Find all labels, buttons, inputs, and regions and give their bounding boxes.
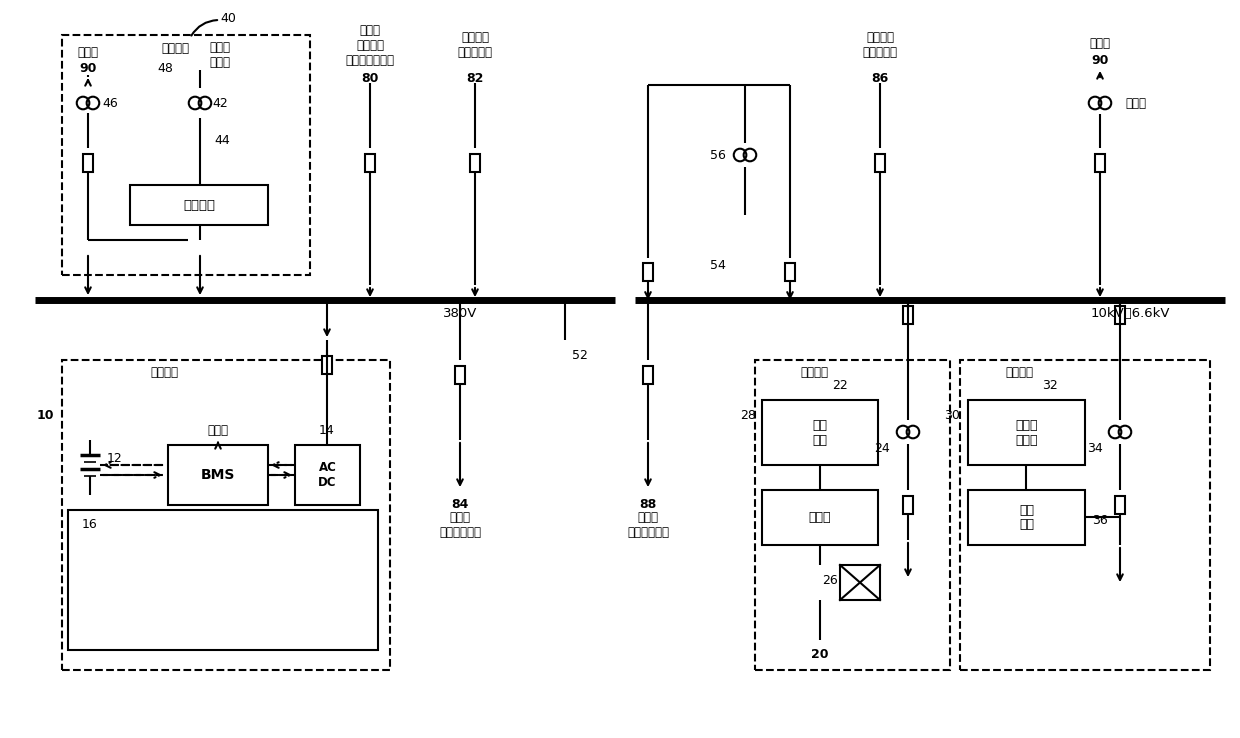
Bar [62, 360, 391, 670]
Text: 风电系统: 风电系统 [1004, 365, 1033, 379]
Text: 40: 40 [219, 12, 236, 24]
Text: 储能系统: 储能系统 [150, 365, 179, 379]
Text: BMS: BMS [201, 468, 236, 482]
Text: 30: 30 [944, 409, 960, 421]
Bar [875, 154, 885, 172]
Text: 46: 46 [102, 97, 118, 109]
Text: 施工变: 施工变 [1125, 97, 1146, 109]
Bar [1115, 306, 1125, 324]
Text: 10: 10 [36, 409, 53, 421]
Text: 外电网: 外电网 [78, 46, 98, 58]
Text: 44: 44 [215, 134, 229, 147]
Bar [455, 366, 465, 384]
Text: 84: 84 [451, 498, 469, 511]
Bar [644, 366, 653, 384]
Bar [167, 445, 268, 505]
Text: 核电站
厂用电: 核电站 厂用电 [210, 41, 231, 69]
Text: 88: 88 [640, 498, 657, 511]
Bar [644, 263, 653, 281]
Text: 380V: 380V [443, 306, 477, 320]
Text: 82: 82 [466, 72, 484, 84]
Bar [62, 35, 310, 275]
Text: 核电站
厂外电源
（来自外电网）: 核电站 厂外电源 （来自外电网） [346, 24, 394, 66]
Bar [785, 263, 795, 281]
Bar [1095, 154, 1105, 172]
Bar [755, 360, 950, 670]
Text: 控制室: 控制室 [207, 424, 228, 436]
Text: 核电站
低压应急负荷: 核电站 低压应急负荷 [439, 511, 481, 539]
Text: 34: 34 [1087, 441, 1102, 455]
Text: 核电机组: 核电机组 [184, 199, 215, 212]
Bar [322, 356, 332, 374]
Text: AC
DC: AC DC [319, 461, 337, 489]
Text: 光伏系统: 光伏系统 [800, 365, 828, 379]
Text: 90: 90 [1091, 53, 1109, 66]
Bar [365, 154, 374, 172]
Bar [968, 400, 1085, 465]
Text: 80: 80 [361, 72, 378, 84]
Bar [1115, 496, 1125, 514]
Text: 12: 12 [107, 452, 123, 464]
Text: 36: 36 [1092, 514, 1107, 526]
Bar [903, 496, 913, 514]
Bar [295, 445, 360, 505]
Text: 48: 48 [157, 61, 172, 75]
Text: 集电
系统: 集电 系统 [1019, 503, 1034, 531]
Text: 中压移动
柴油机电源: 中压移动 柴油机电源 [863, 31, 898, 59]
Text: 20: 20 [811, 649, 828, 661]
Text: 42: 42 [212, 97, 228, 109]
Bar [470, 154, 480, 172]
Bar [968, 490, 1085, 545]
Text: 86: 86 [872, 72, 889, 84]
Bar [903, 306, 913, 324]
Bar [763, 490, 878, 545]
Text: 汇流箱: 汇流箱 [808, 511, 831, 524]
Text: 光伏
组件: 光伏 组件 [812, 418, 827, 446]
Text: 54: 54 [711, 258, 725, 272]
Text: 核电系统: 核电系统 [161, 41, 188, 55]
Text: 14: 14 [319, 424, 335, 436]
Bar [83, 154, 93, 172]
Bar [763, 400, 878, 465]
Text: 32: 32 [1042, 379, 1058, 391]
Text: 风力发
电机组: 风力发 电机组 [1016, 418, 1038, 446]
Text: 28: 28 [740, 409, 756, 421]
Text: 外电网: 外电网 [1090, 36, 1111, 49]
Bar [130, 185, 268, 225]
Text: 26: 26 [822, 573, 838, 587]
Text: 核电站
中压应急负荷: 核电站 中压应急负荷 [627, 511, 670, 539]
Bar [839, 565, 880, 600]
Text: 56: 56 [711, 148, 725, 162]
Text: 16: 16 [82, 519, 98, 531]
Text: 52: 52 [572, 348, 588, 362]
Bar [960, 360, 1210, 670]
Text: 24: 24 [874, 441, 890, 455]
Text: 22: 22 [832, 379, 848, 391]
Text: 90: 90 [79, 61, 97, 75]
Bar [68, 510, 378, 650]
Text: 低压移动
柴油机电源: 低压移动 柴油机电源 [458, 31, 492, 59]
Text: 10kV或6.6kV: 10kV或6.6kV [1090, 306, 1169, 320]
